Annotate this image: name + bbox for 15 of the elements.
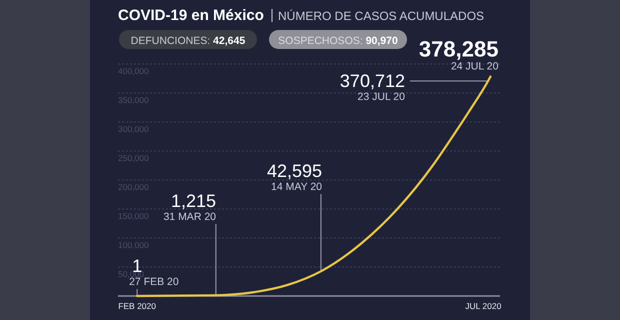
data-label: 378,285	[418, 36, 498, 62]
annotation: 23 JUL 20	[358, 90, 406, 103]
annotation: 14 MAY 20	[271, 181, 322, 193]
x-tick-label: JUL 2020	[465, 301, 502, 311]
chart-subtitle: NÚMERO DE CASOS ACUMULADOS	[278, 9, 484, 23]
data-label: 370,712	[340, 70, 405, 91]
text: DEFUNCIONES: 42,645	[130, 35, 246, 47]
chart-title: COVID-19 en México	[118, 7, 264, 24]
data-label: 42,595	[266, 161, 322, 181]
annotation: 24 JUL 20	[450, 60, 499, 73]
x-tick-label: FEB 2020	[118, 301, 156, 311]
text: SOSPECHOSOS: 90,970	[278, 35, 398, 47]
data-label: 1,215	[170, 191, 216, 211]
annotation: 31 MAR 20	[163, 211, 216, 223]
annotation: 27 FEB 20	[129, 276, 179, 288]
